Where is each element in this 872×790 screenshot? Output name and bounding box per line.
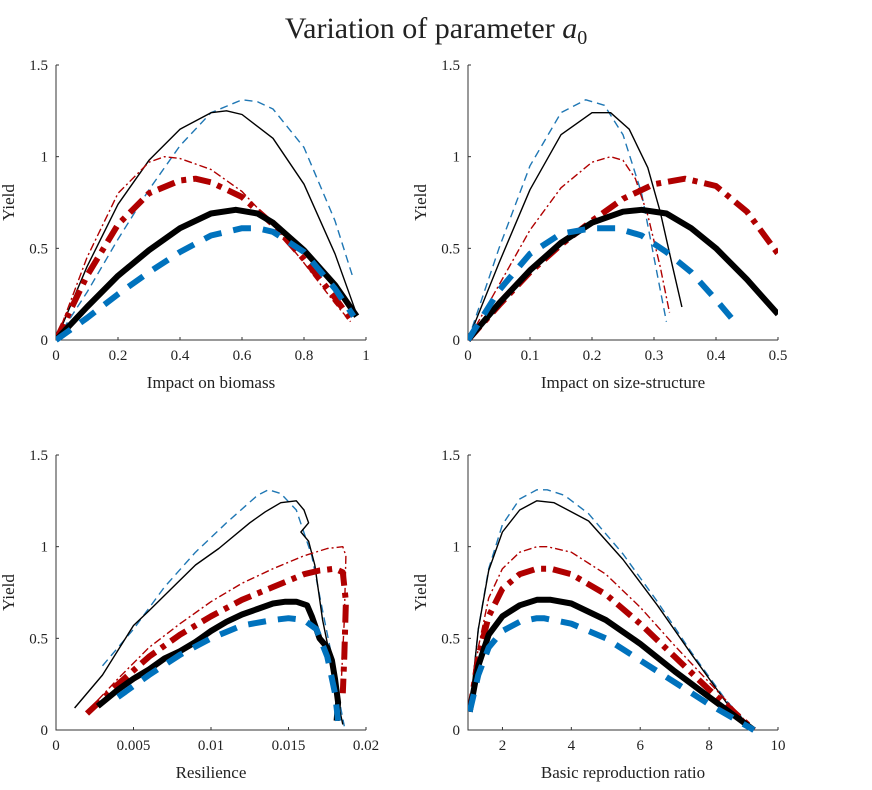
series-group <box>468 99 778 342</box>
figure-title-subscript: 0 <box>577 27 587 49</box>
y-tick-label: 0 <box>41 723 49 739</box>
subplot-4: 2 4 6 8 10 0 0.5 1 1.5 Basic reproduction ratio Yi… <box>411 448 786 782</box>
x-tick-label: 0.8 <box>295 348 314 364</box>
x-tick-label: 8 <box>705 738 713 754</box>
y-axis-label: Yield <box>0 574 18 611</box>
x-tick-label: 0.2 <box>583 348 602 364</box>
x-tick-label: 0.02 <box>353 738 379 754</box>
x-tick-label: 0.2 <box>109 348 128 364</box>
series-line-thin-blue-dashed <box>468 99 668 341</box>
x-axis-label: Impact on biomass <box>147 373 275 392</box>
x-tick-label: 0 <box>52 348 60 364</box>
series-line-thick-blue-dashed <box>468 225 737 342</box>
x-tick-label: 0.005 <box>117 738 151 754</box>
x-tick-label: 1 <box>362 348 370 364</box>
x-tick-label: 0.4 <box>707 348 726 364</box>
axes-frame <box>55 65 366 341</box>
subplot-1: 0 0.2 0.4 0.6 0.8 1 0 0.5 1 1.5 Impact on biomass Y… <box>0 58 370 392</box>
x-tick-label: 0.1 <box>521 348 540 364</box>
subplot-2: 0 0.1 0.2 0.3 0.4 0.5 0 0.5 1 1.5 Impact on size-s… <box>411 58 787 392</box>
y-tick-label: 1 <box>453 540 461 556</box>
series-line-thick-red-dashdot <box>468 565 756 733</box>
axes-frame <box>467 455 778 731</box>
y-axis-label: Yield <box>0 184 18 221</box>
x-tick-label: 0.4 <box>171 348 190 364</box>
x-tick-label: 2 <box>499 738 507 754</box>
y-tick-label: 0.5 <box>441 241 460 257</box>
x-tick-label: 0.6 <box>233 348 252 364</box>
series-line-thin-red-dashdot <box>86 546 347 713</box>
figure-title-text: Variation of parameter <box>285 12 562 45</box>
series-line-thick-red-dashdot <box>56 175 357 342</box>
x-tick-label: 0.5 <box>769 348 788 364</box>
y-tick-label: 1 <box>453 150 461 166</box>
series-group <box>74 489 349 727</box>
y-tick-label: 1.5 <box>441 58 460 74</box>
y-tick-label: 1.5 <box>441 448 460 464</box>
y-tick-label: 0 <box>41 333 49 349</box>
x-axis-label: Resilience <box>176 763 247 782</box>
figure-title: Variation of parameter a0 <box>285 12 587 49</box>
series-group <box>468 489 756 733</box>
figure-title-symbol: a <box>562 12 577 45</box>
y-axis-label: Yield <box>411 184 430 221</box>
series-line-thick-black-solid <box>56 206 360 343</box>
series-line-thick-red-dashdot <box>84 565 349 716</box>
x-axis-label: Basic reproduction ratio <box>541 763 705 782</box>
series-line-thick-black-solid <box>95 598 342 722</box>
y-tick-label: 1.5 <box>29 448 48 464</box>
y-tick-label: 0.5 <box>29 631 48 647</box>
series-line-thin-red-dashdot <box>56 156 352 341</box>
series-line-thin-blue-dashed <box>56 99 355 341</box>
series-line-thick-blue-dashed <box>116 615 342 722</box>
x-tick-label: 0.015 <box>272 738 306 754</box>
series-line-thick-blue-dashed <box>468 615 756 733</box>
y-tick-label: 1 <box>41 150 49 166</box>
series-line-thin-black-solid <box>469 500 755 731</box>
series-line-thin-red-dashdot <box>469 546 755 731</box>
y-tick-label: 1 <box>41 540 49 556</box>
x-tick-label: 0 <box>464 348 472 364</box>
series-line-thick-blue-dashed <box>56 225 357 343</box>
y-tick-label: 0 <box>453 723 461 739</box>
x-tick-label: 0 <box>52 738 60 754</box>
series-line-thin-blue-dashed <box>469 489 755 731</box>
x-tick-label: 0.01 <box>198 738 224 754</box>
series-line-thin-black-solid <box>56 110 358 341</box>
y-tick-label: 1.5 <box>29 58 48 74</box>
x-tick-label: 10 <box>771 738 786 754</box>
y-tick-label: 0 <box>453 333 461 349</box>
y-axis-label: Yield <box>411 574 430 611</box>
x-tick-label: 0.3 <box>645 348 664 364</box>
series-group <box>56 99 360 343</box>
series-line-thin-black-solid <box>468 112 683 341</box>
series-line-thick-black-solid <box>468 596 756 733</box>
axes-frame <box>467 65 778 341</box>
x-tick-label: 6 <box>636 738 644 754</box>
subplot-3: 0 0.005 0.01 0.015 0.02 0 0.5 1 1.5 Resilience Yie… <box>0 448 379 782</box>
series-line-thin-black-solid <box>74 500 344 725</box>
x-axis-label: Impact on size-structure <box>541 373 705 392</box>
y-tick-label: 0.5 <box>441 631 460 647</box>
y-tick-label: 0.5 <box>29 241 48 257</box>
x-tick-label: 4 <box>568 738 576 754</box>
series-line-thick-black-solid <box>468 206 778 342</box>
